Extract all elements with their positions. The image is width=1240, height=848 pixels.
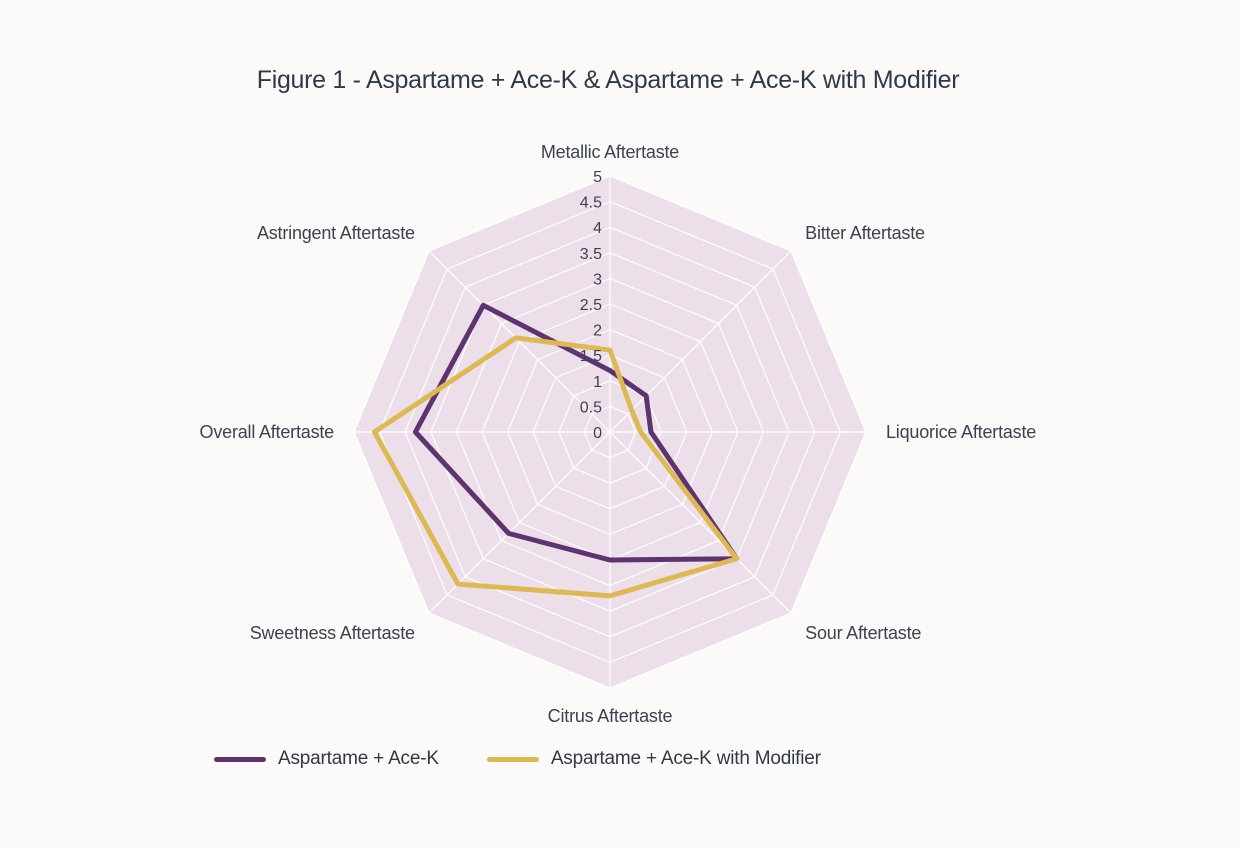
tick-label: 3.5 xyxy=(580,246,602,263)
radar-spoke xyxy=(609,431,792,614)
legend-label-series-2: Aspartame + Ace-K with Modifier xyxy=(550,748,821,769)
tick-label: 4 xyxy=(593,220,602,237)
axis-label: Astringent Aftertaste xyxy=(257,223,415,243)
radar-axis-labels: Metallic Aftertaste Bitter Aftertaste Liqu… xyxy=(200,142,1037,726)
axis-label: Citrus Aftertaste xyxy=(548,706,673,726)
radar-spoke xyxy=(609,250,792,433)
tick-label: 2.5 xyxy=(580,297,602,314)
chart-legend: Aspartame + Ace-K Aspartame + Ace-K with… xyxy=(214,748,869,770)
tick-label: 1 xyxy=(593,374,602,391)
radar-grid xyxy=(353,175,867,689)
tick-label: 3 xyxy=(593,271,602,288)
radar-spoke xyxy=(428,250,611,433)
legend-item-series-1[interactable]: Aspartame + Ace-K xyxy=(214,748,439,770)
tick-label: 5 xyxy=(593,169,602,186)
axis-label: Metallic Aftertaste xyxy=(541,142,679,162)
tick-label: 4.5 xyxy=(580,195,602,212)
radar-ticks: 0 0.5 1 1.5 2 2.5 3 3.5 4 4.5 5 xyxy=(580,169,602,442)
legend-label-series-1: Aspartame + Ace-K xyxy=(278,748,439,769)
tick-label: 2 xyxy=(593,323,602,340)
legend-swatch-series-2 xyxy=(486,756,539,762)
legend-item-series-2[interactable]: Aspartame + Ace-K with Modifier xyxy=(486,748,821,770)
tick-label: 0 xyxy=(593,425,602,442)
tick-label: 1.5 xyxy=(580,348,602,365)
chart-title: Figure 1 - Aspartame + Ace-K & Aspartame… xyxy=(256,66,960,94)
legend-swatch-series-1 xyxy=(214,756,266,762)
axis-label: Sweetness Aftertaste xyxy=(250,623,415,643)
axis-label: Overall Aftertaste xyxy=(200,422,335,442)
tick-label: 0.5 xyxy=(580,399,602,416)
radar-series xyxy=(371,302,740,599)
axis-label: Bitter Aftertaste xyxy=(805,223,925,243)
axis-label: Sour Aftertaste xyxy=(805,623,921,643)
series-line-1 xyxy=(412,302,740,563)
axis-label: Liquorice Aftertaste xyxy=(886,422,1036,442)
series-line-2 xyxy=(371,335,740,599)
